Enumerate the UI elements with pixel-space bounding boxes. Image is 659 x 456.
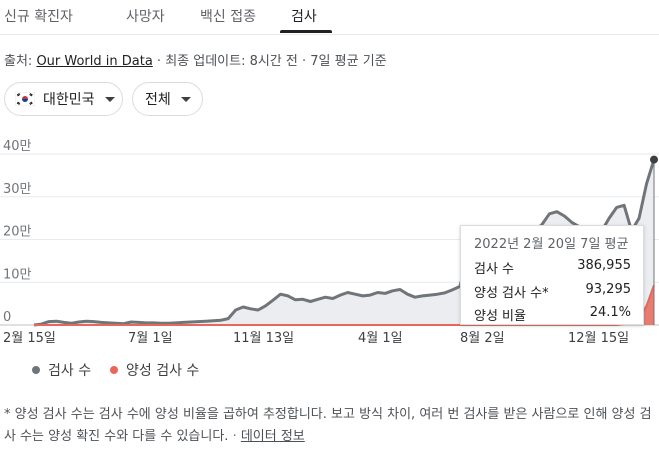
tooltip-label: 검사 수 — [474, 262, 515, 277]
tooltip-row-positive-tests: 양성 검사 수* 93,295 — [474, 282, 631, 301]
tooltip-label: 양성 검사 수* — [474, 286, 549, 301]
tab-vaccinations[interactable]: 백신 접종 — [200, 9, 256, 25]
positive-tests-line — [34, 284, 655, 326]
x-tick-label: 4월 1일 — [358, 331, 403, 346]
source-line: 출처: Our World in Data · 최종 업데이트: 8시간 전 ·… — [4, 50, 387, 69]
y-axis-ticks: 0 10만 20만 30만 40만 — [3, 139, 32, 325]
active-tab-indicator — [280, 30, 332, 33]
y-tick-label: 10만 — [3, 267, 32, 282]
tooltip-value: 24.1% — [589, 305, 631, 320]
tooltip-value: 386,955 — [577, 258, 631, 273]
korea-flag-icon — [14, 91, 36, 107]
legend-label: 검사 수 — [48, 363, 92, 379]
tab-new-cases[interactable]: 신규 확진자 — [4, 9, 73, 25]
x-axis-ticks: 2월 15일 7월 1일 11월 13일 4월 1일 8월 2일 12월 15일 — [3, 331, 629, 346]
source-link[interactable]: Our World in Data — [36, 54, 153, 69]
scope-dropdown-label: 전체 — [145, 92, 171, 108]
tests-line — [33, 159, 656, 327]
tooltip-row-positive-rate: 양성 비율 24.1% — [474, 305, 631, 324]
y-tick-label: 40만 — [3, 139, 32, 154]
tooltip-value: 93,295 — [585, 282, 632, 297]
chevron-down-icon — [180, 96, 191, 102]
legend-dot-icon — [32, 366, 40, 374]
tooltip-label: 양성 비율 — [474, 309, 526, 324]
tooltip-row-tests: 검사 수 386,955 — [474, 258, 631, 277]
x-tick-label: 7월 1일 — [128, 331, 173, 346]
x-tick-label: 11월 13일 — [233, 331, 294, 346]
chevron-down-icon — [104, 96, 115, 102]
legend-positive-tests[interactable]: 양성 검사 수 — [110, 360, 199, 380]
y-tick-label: 30만 — [3, 182, 32, 197]
x-tick-label: 2월 15일 — [3, 331, 56, 346]
region-dropdown[interactable]: 대한민국 — [4, 82, 123, 116]
legend-tests[interactable]: 검사 수 — [32, 360, 91, 380]
footnote-text: * 양성 검사 수는 검사 수에 양성 비율을 곱하여 추정합니다. 보고 방식… — [4, 407, 652, 444]
legend-label: 양성 검사 수 — [126, 363, 200, 379]
data-info-link[interactable]: 데이터 정보 — [240, 429, 305, 444]
legend-dot-icon — [110, 366, 118, 374]
tooltip-date: 2022년 2월 20일 7일 평균 — [474, 237, 629, 252]
y-tick-label: 0 — [3, 310, 11, 325]
x-tick-label: 12월 15일 — [568, 331, 629, 346]
scope-dropdown[interactable]: 전체 — [132, 82, 203, 116]
chart-tooltip: 2022년 2월 20일 7일 평균 검사 수 386,955 양성 검사 수*… — [460, 225, 644, 325]
region-dropdown-label: 대한민국 — [43, 92, 95, 108]
source-prefix: 출처: — [4, 54, 37, 69]
chart-markers — [650, 155, 658, 325]
footnote: * 양성 검사 수는 검사 수에 양성 비율을 곱하여 추정합니다. 보고 방식… — [4, 407, 652, 444]
source-suffix: · 최종 업데이트: 8시간 전 · 7일 평균 기준 — [152, 54, 387, 69]
x-tick-label: 8월 2일 — [460, 331, 505, 346]
tab-testing[interactable]: 검사 — [291, 9, 317, 25]
tab-deaths[interactable]: 사망자 — [126, 9, 165, 25]
y-tick-label: 20만 — [3, 225, 32, 240]
hover-point — [650, 155, 658, 164]
tab-bar: 신규 확진자 사망자 백신 접종 검사 — [0, 0, 659, 35]
